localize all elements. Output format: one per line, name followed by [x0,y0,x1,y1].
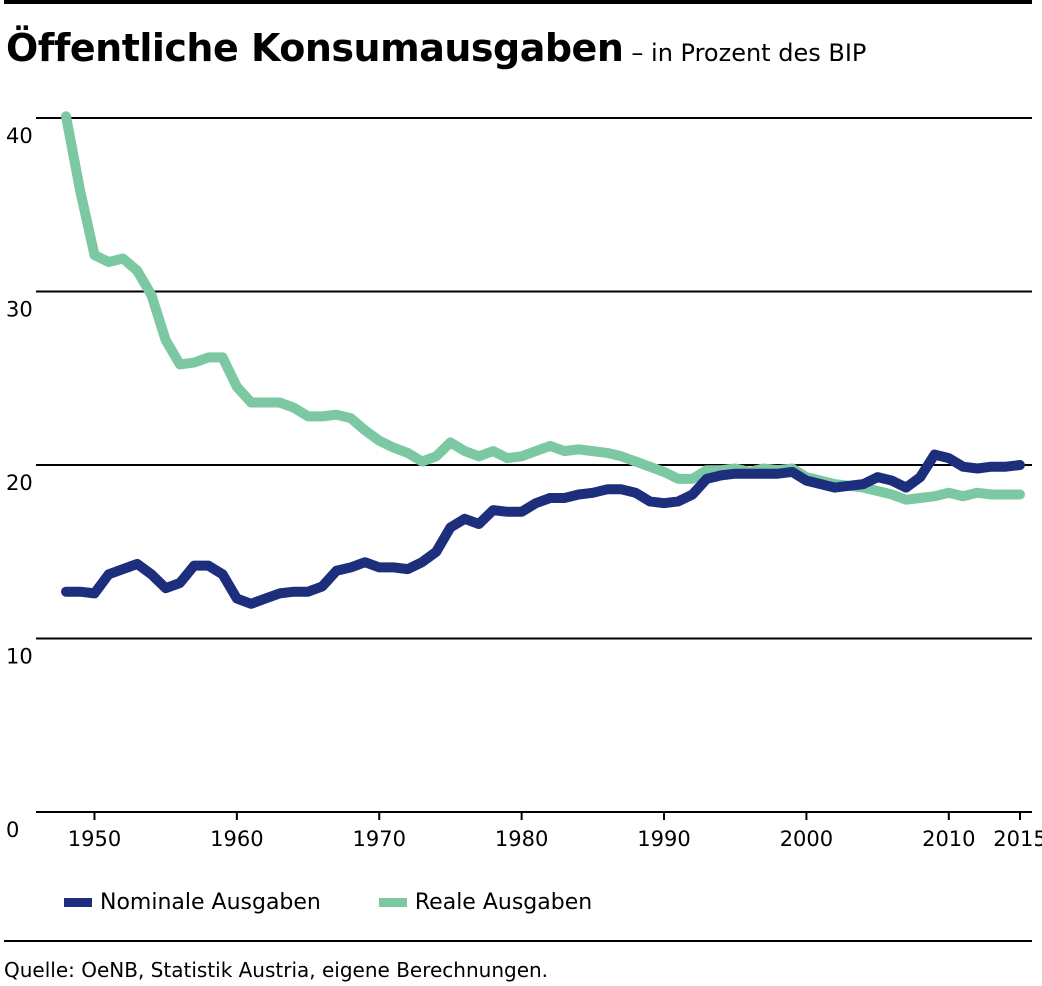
series-line-real [61,111,1025,505]
line-chart: 0 10 20 30 40 1950 1960 1970 1980 1990 2000 2010 20… [6,111,1042,851]
legend-label-real: Reale Ausgaben [414,890,593,915]
y-tick-label-20: 20 [6,471,33,495]
y-axis-ticks: 0 10 20 30 40 [6,124,33,842]
chart-title: Öffentliche Konsumausgaben [6,26,624,70]
x-tick-label-1980: 1980 [495,827,548,851]
y-tick-label-30: 30 [6,298,33,322]
legend-item-nominal: Nominale Ausgaben [64,890,321,915]
chart-legend: Nominale Ausgaben Reale Ausgaben [64,890,650,915]
x-tick-label-2015: 2015 [993,827,1042,851]
legend-item-real: Reale Ausgaben [378,890,593,915]
chart-subtitle: – in Prozent des BIP [631,39,867,67]
x-axis-ticks: 1950 1960 1970 1980 1990 2000 2010 2015 [68,812,1042,851]
legend-swatch-real [378,898,407,907]
y-tick-label-40: 40 [6,124,33,148]
y-tick-label-0: 0 [6,818,19,842]
series-lines [61,111,1025,609]
grid-lines [36,117,1032,813]
bottom-rule [4,940,1032,942]
x-tick-label-1970: 1970 [353,827,406,851]
x-tick-label-1950: 1950 [68,827,121,851]
x-tick-label-1960: 1960 [210,827,263,851]
top-rule [4,0,1032,4]
x-tick-label-2000: 2000 [780,827,833,851]
y-tick-label-10: 10 [6,645,33,669]
x-tick-label-2010: 2010 [922,827,975,851]
chart-header: Öffentliche Konsumausgaben – in Prozent d… [6,26,866,70]
legend-swatch-nominal [64,898,92,907]
series-line-nominal [61,449,1025,609]
x-tick-label-1990: 1990 [637,827,690,851]
legend-label-nominal: Nominale Ausgaben [100,890,321,915]
source-note: Quelle: OeNB, Statistik Austria, eigene … [4,958,549,982]
